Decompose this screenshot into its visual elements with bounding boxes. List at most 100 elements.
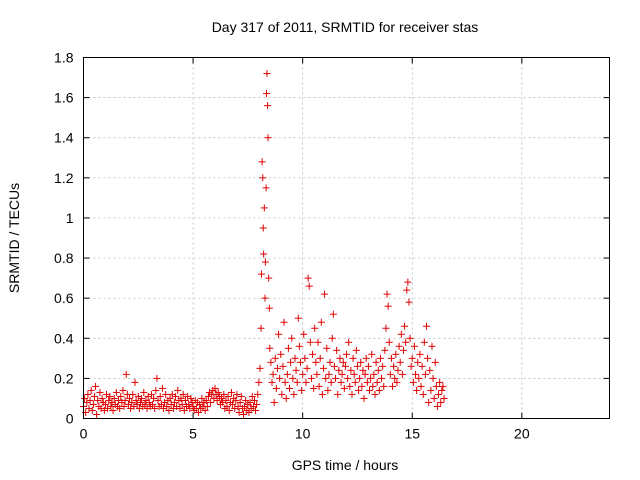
data-point — [94, 396, 102, 404]
data-point — [207, 398, 215, 406]
data-point — [417, 382, 425, 390]
data-point — [295, 342, 303, 350]
data-point — [401, 322, 409, 330]
data-point — [314, 338, 322, 346]
data-point — [141, 400, 149, 408]
data-point — [372, 358, 380, 366]
data-point — [132, 396, 140, 404]
data-point — [413, 386, 421, 394]
data-point — [361, 370, 369, 378]
data-point — [224, 392, 232, 400]
data-point — [430, 394, 438, 402]
data-point — [382, 324, 390, 332]
data-point — [237, 392, 245, 400]
y-tick-label: 0 — [66, 411, 74, 427]
data-point — [348, 390, 356, 398]
y-tick-label: 0.2 — [54, 370, 74, 386]
data-point — [281, 378, 289, 386]
data-point — [235, 408, 243, 416]
data-point — [319, 364, 327, 372]
data-point — [325, 370, 333, 378]
y-tick-label: 1 — [66, 210, 74, 226]
data-point — [347, 366, 355, 374]
data-point — [439, 382, 447, 390]
data-point — [227, 388, 235, 396]
data-point — [392, 350, 400, 358]
data-point — [362, 354, 370, 362]
data-point — [275, 330, 283, 338]
data-point — [369, 382, 377, 390]
data-point — [260, 250, 268, 258]
data-point — [412, 370, 420, 378]
data-point — [282, 394, 290, 402]
data-point — [406, 334, 414, 342]
data-point — [358, 382, 366, 390]
data-point — [367, 374, 375, 382]
data-point — [109, 406, 117, 414]
data-point — [269, 370, 277, 378]
data-point — [96, 388, 104, 396]
data-point — [311, 324, 319, 332]
data-point — [225, 406, 233, 414]
data-point — [271, 354, 279, 362]
data-point — [436, 378, 444, 386]
y-axis-label: SRMTID / TECUs — [6, 183, 22, 293]
data-point — [410, 342, 418, 350]
data-point — [351, 378, 359, 386]
data-point — [424, 354, 432, 362]
data-point — [276, 374, 284, 382]
data-point — [90, 392, 98, 400]
data-point — [341, 362, 349, 370]
data-point — [179, 390, 187, 398]
data-point — [416, 350, 424, 358]
data-point — [110, 394, 118, 402]
data-point — [262, 184, 270, 192]
data-point — [256, 364, 264, 372]
y-tick-label: 1.4 — [54, 130, 74, 146]
data-point — [211, 384, 219, 392]
data-point — [349, 354, 357, 362]
data-point — [245, 408, 253, 416]
data-point — [419, 390, 427, 398]
y-tick-label: 1.8 — [54, 50, 74, 66]
data-point — [147, 390, 155, 398]
data-point — [363, 378, 371, 386]
data-point — [178, 400, 186, 408]
data-point — [120, 402, 128, 410]
x-tick-label: 5 — [189, 426, 197, 442]
data-point — [299, 370, 307, 378]
data-point — [366, 386, 374, 394]
data-point — [232, 396, 240, 404]
data-points — [80, 70, 448, 418]
data-point — [421, 370, 429, 378]
data-point — [213, 396, 221, 404]
data-point — [131, 378, 139, 386]
data-point — [330, 362, 338, 370]
data-point — [101, 400, 109, 408]
data-point — [254, 390, 262, 398]
data-point — [371, 390, 379, 398]
data-point — [301, 354, 309, 362]
data-point — [334, 390, 342, 398]
data-point — [180, 406, 188, 414]
data-point — [335, 366, 343, 374]
data-point — [268, 378, 276, 386]
data-point — [246, 398, 254, 406]
data-point — [333, 346, 341, 354]
data-point — [427, 386, 435, 394]
y-tick-label: 0.4 — [54, 330, 74, 346]
data-point — [253, 400, 261, 408]
data-point — [270, 398, 278, 406]
data-point — [344, 374, 352, 382]
data-point — [89, 400, 97, 408]
data-point — [264, 134, 272, 142]
data-point — [293, 378, 301, 386]
data-point — [259, 224, 267, 232]
data-point — [357, 358, 365, 366]
data-point — [426, 366, 434, 374]
data-point — [236, 398, 244, 406]
data-point — [165, 406, 173, 414]
data-point — [223, 402, 231, 410]
data-point — [315, 382, 323, 390]
data-point — [409, 378, 417, 386]
